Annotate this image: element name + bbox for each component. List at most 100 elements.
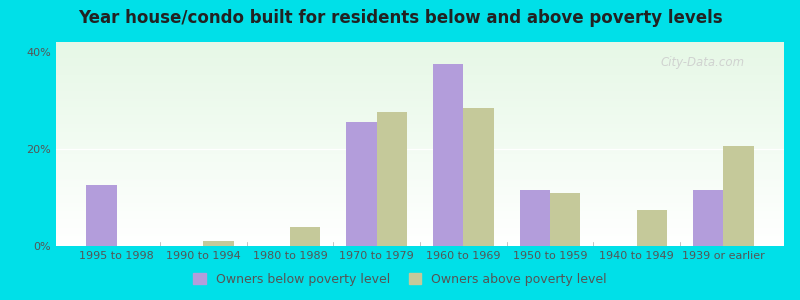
Bar [56,91,784,93]
Bar [56,242,784,244]
Bar [56,234,784,236]
Bar [56,62,784,64]
Bar [56,156,784,158]
Bar [56,148,784,150]
Bar [56,79,784,81]
Bar [56,152,784,154]
Bar [56,218,784,220]
Bar [56,205,784,207]
Bar [56,142,784,144]
Bar [56,58,784,60]
Bar [56,150,784,152]
Bar [56,44,784,46]
Bar [56,201,784,203]
Bar [56,220,784,221]
Text: Year house/condo built for residents below and above poverty levels: Year house/condo built for residents bel… [78,9,722,27]
Bar [56,179,784,181]
Bar [56,224,784,226]
Bar [56,68,784,70]
Bar [56,75,784,77]
Bar [56,54,784,56]
Bar [56,70,784,73]
Bar [56,124,784,126]
Bar [56,111,784,113]
Bar [56,73,784,75]
Bar [56,109,784,111]
Bar [56,191,784,193]
Bar [56,67,784,68]
Bar [56,128,784,130]
Bar [56,77,784,79]
Bar [56,85,784,87]
Bar [56,50,784,52]
Bar [56,97,784,99]
Text: City-Data.com: City-Data.com [660,56,744,69]
Bar [56,181,784,183]
Bar [56,236,784,238]
Bar [56,232,784,234]
Bar [56,197,784,199]
Bar [56,170,784,172]
Bar [56,160,784,162]
Bar [56,113,784,116]
Bar [56,183,784,185]
Bar [56,175,784,177]
Bar [56,103,784,105]
Bar [56,116,784,118]
Bar [56,193,784,195]
Bar [56,244,784,246]
Bar [56,138,784,140]
Bar [56,167,784,169]
Bar [56,144,784,146]
Bar [433,64,463,246]
Bar [56,154,784,156]
Bar [56,130,784,132]
Bar [56,187,784,189]
Bar [56,119,784,122]
Bar [56,172,784,175]
Bar [56,189,784,191]
Bar [56,195,784,197]
Bar [56,95,784,97]
Bar [550,193,580,246]
Bar [693,190,723,246]
Bar [56,64,784,67]
Bar [56,99,784,101]
Bar [56,105,784,107]
Bar [723,146,754,246]
Bar [56,93,784,95]
Bar [56,162,784,164]
Bar [56,226,784,228]
Bar [56,211,784,213]
Bar [56,101,784,103]
Bar [56,107,784,109]
Bar [56,238,784,240]
Bar [56,230,784,232]
Bar [56,118,784,119]
Bar [56,213,784,215]
Bar [56,215,784,217]
Bar [56,56,784,58]
Bar [56,83,784,85]
Bar [56,126,784,128]
Bar [203,241,234,246]
Bar [346,122,377,246]
Bar [377,112,407,246]
Bar [56,134,784,136]
Legend: Owners below poverty level, Owners above poverty level: Owners below poverty level, Owners above… [188,268,612,291]
Bar [56,228,784,230]
Bar [56,140,784,142]
Bar [56,209,784,211]
Bar [56,158,784,160]
Bar [56,122,784,124]
Bar [56,48,784,50]
Bar [56,203,784,205]
Bar [56,60,784,62]
Bar [86,185,117,246]
Bar [56,87,784,89]
Bar [56,42,784,44]
Bar [463,108,494,246]
Bar [56,52,784,54]
Bar [56,89,784,91]
Bar [56,240,784,242]
